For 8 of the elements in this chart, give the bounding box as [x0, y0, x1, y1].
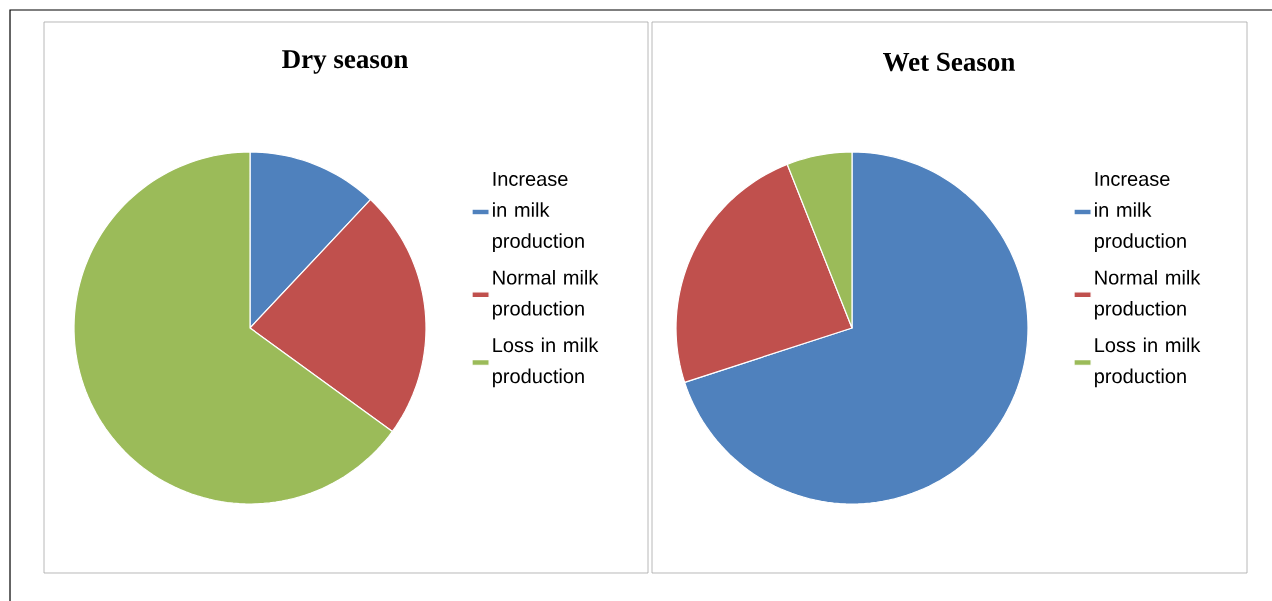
legend-label: Normal milk production	[493, 269, 599, 320]
chart-title: Wet Season	[883, 52, 1015, 72]
legend-label: Loss in milk production	[493, 337, 599, 388]
legend-label: Loss in milk production	[1095, 337, 1201, 388]
legend-label: Increase in milk production	[1095, 172, 1186, 252]
chart-title: Dry season	[282, 50, 408, 74]
legend-label: Increase in milk production	[493, 172, 584, 252]
legend-label: Normal milk production	[1095, 269, 1201, 320]
